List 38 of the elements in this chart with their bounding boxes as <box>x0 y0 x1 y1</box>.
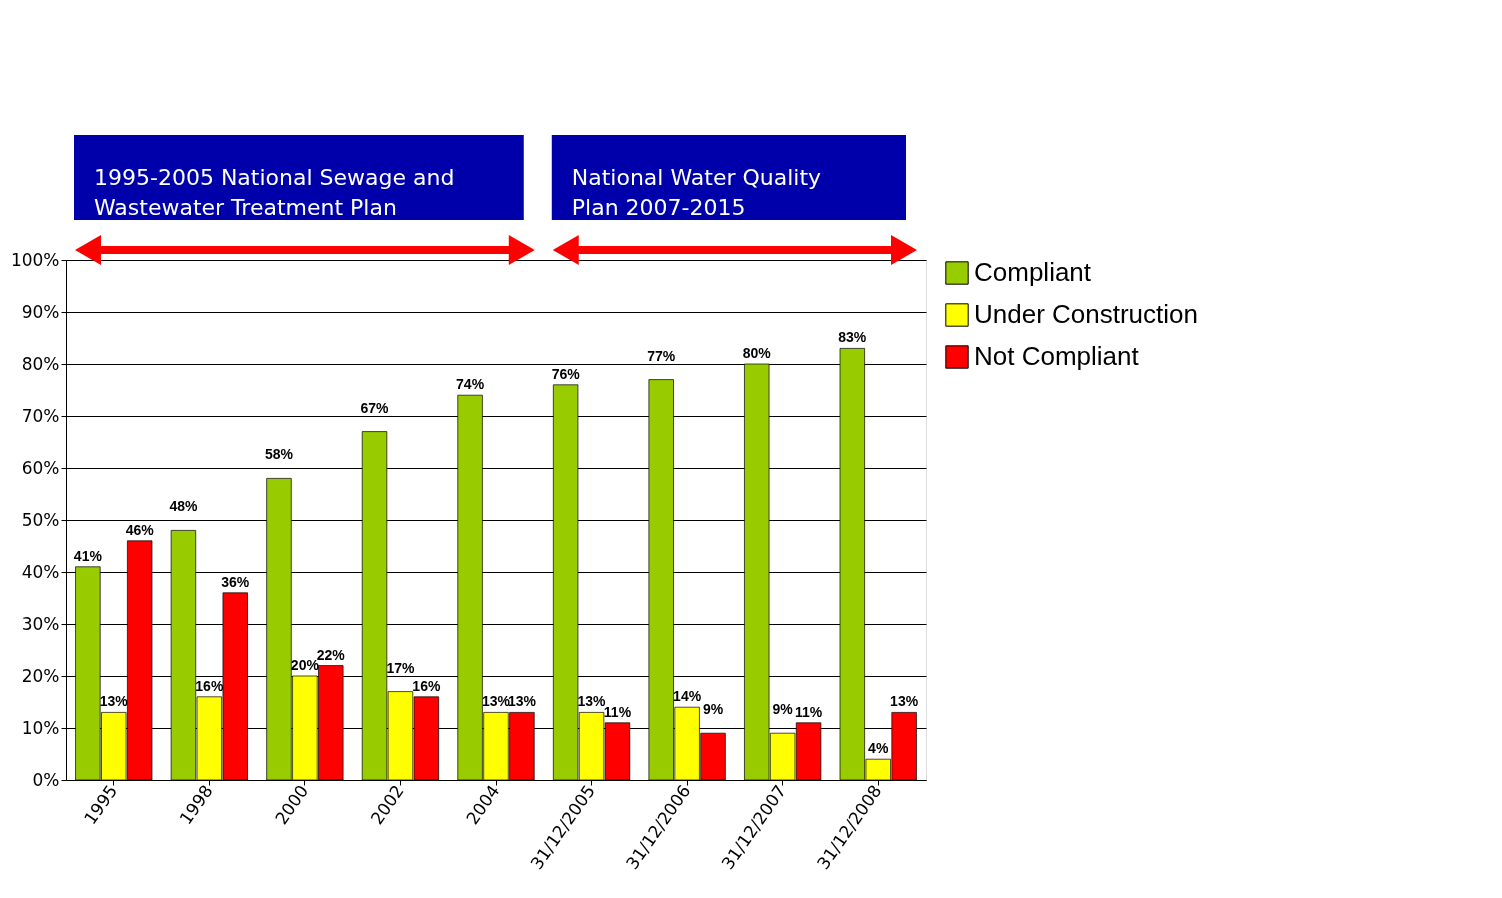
data-label: 48% <box>169 498 198 515</box>
y-tick-label: 40% <box>21 561 60 582</box>
y-tick-label: 10% <box>21 717 60 738</box>
data-label: 58% <box>264 446 294 463</box>
y-tick-label: 80% <box>21 353 60 374</box>
data-label: 22% <box>316 646 346 663</box>
y-tick-label: 70% <box>21 405 60 426</box>
data-label: 17% <box>386 659 415 676</box>
legend-label: Not Compliant <box>974 341 1140 371</box>
data-label: 16% <box>412 677 441 694</box>
text: National Water Quality Plan 2007-2015 <box>571 165 822 220</box>
y-tick-label: 20% <box>21 665 60 686</box>
data-label: 13% <box>890 693 919 710</box>
data-label: 46% <box>125 521 155 538</box>
data-label: 9% <box>772 701 794 718</box>
y-tick-label: 0% <box>32 769 60 790</box>
y-tick-label: 30% <box>21 613 60 634</box>
data-label: 13% <box>481 693 511 710</box>
data-label: 4% <box>868 740 889 757</box>
data-label: 9% <box>702 701 724 718</box>
data-label: 11% <box>794 703 823 720</box>
data-label: 14% <box>673 688 702 705</box>
data-label: 36% <box>221 573 250 590</box>
y-tick-label: 60% <box>21 457 60 478</box>
data-label: 76% <box>551 365 581 382</box>
data-label: 83% <box>838 329 867 346</box>
legend-label: Under Construction <box>974 299 1198 329</box>
data-label: 67% <box>360 399 390 416</box>
text: 1995-2005 National Sewage and Wastewater Treatment Plan <box>94 165 455 220</box>
data-label: 77% <box>647 347 676 364</box>
legend-label: Compliant <box>974 257 1092 287</box>
y-tick-label: 90% <box>21 301 60 322</box>
y-tick-label: 50% <box>21 509 60 530</box>
data-label: 16% <box>195 677 224 694</box>
data-label: 41% <box>73 547 103 564</box>
data-label: 80% <box>742 345 772 361</box>
data-label: 74% <box>456 376 485 393</box>
y-tick-label: 100% <box>10 249 60 270</box>
